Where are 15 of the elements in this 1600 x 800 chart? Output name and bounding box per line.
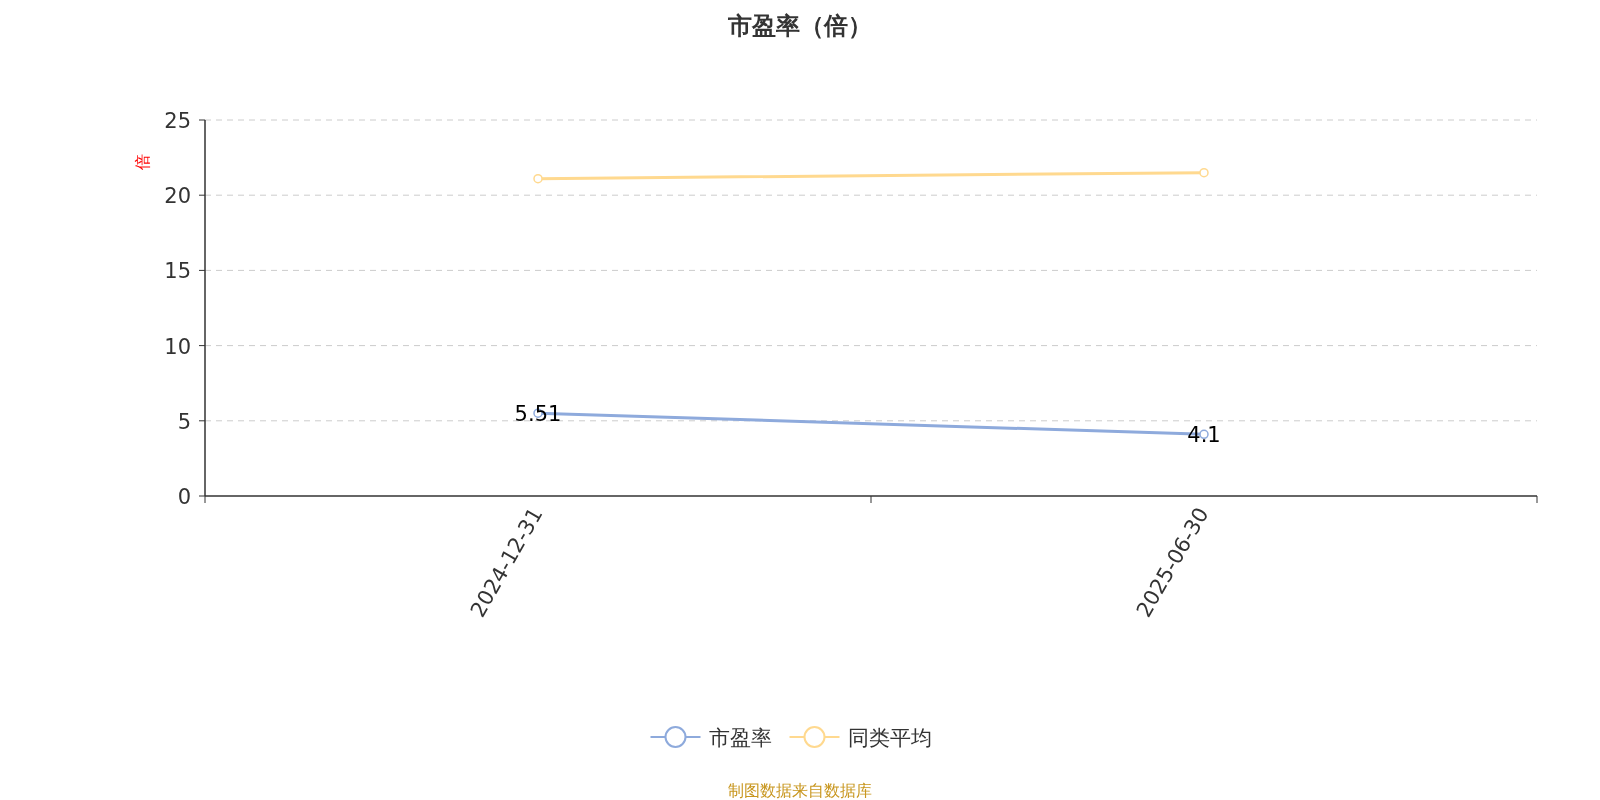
point	[1199, 167, 1209, 178]
y-tick-label: 0	[177, 485, 191, 509]
point	[533, 173, 543, 184]
text: 制图数据来自数据库	[728, 781, 872, 800]
y-tick-label: 25	[164, 109, 191, 133]
y-tick-label: 10	[164, 334, 191, 359]
y-axis-title: 倍	[133, 154, 152, 170]
legend-label: 市盈率	[708, 726, 772, 750]
data-label: 5.51	[514, 402, 562, 427]
y-tick-label: 15	[164, 259, 191, 284]
data-label: 4.1	[1187, 423, 1221, 448]
y-tick-label: 20	[164, 184, 191, 209]
chart-title: 市盈率（倍）	[727, 12, 872, 40]
legend-label: 同类平均	[847, 726, 932, 750]
y-tick-label: 5	[177, 409, 191, 434]
